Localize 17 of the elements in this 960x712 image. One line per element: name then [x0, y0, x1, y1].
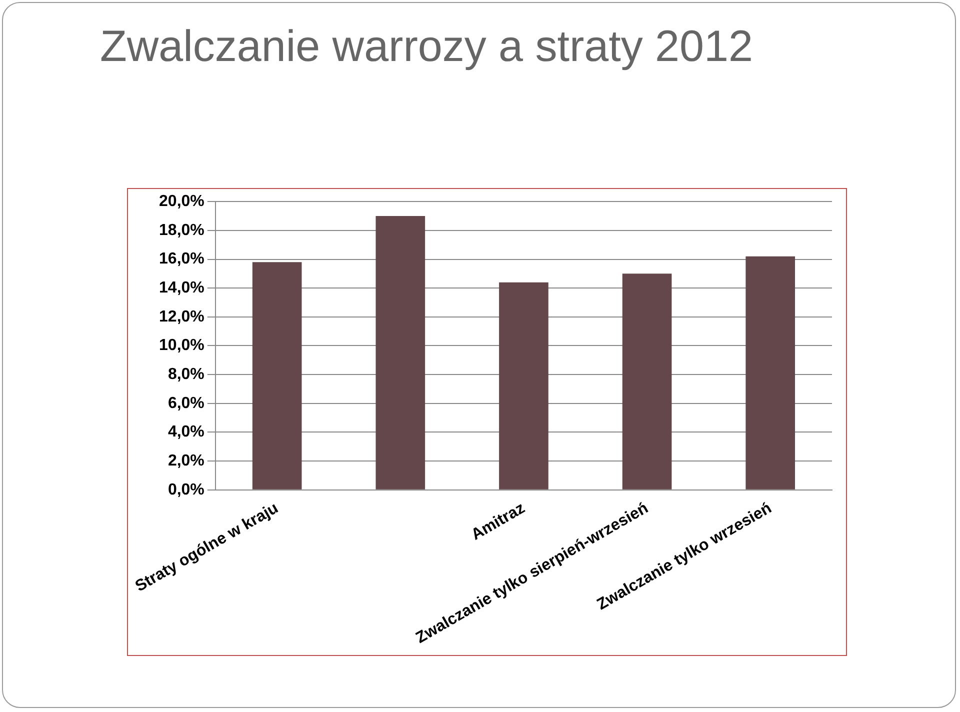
y-tick-label: 10,0% — [159, 337, 204, 354]
y-tick-label: 6,0% — [168, 394, 204, 412]
y-tick-label: 18,0% — [159, 222, 204, 239]
bar — [622, 274, 672, 490]
y-tick-label: 4,0% — [168, 424, 204, 441]
y-tick-label: 8,0% — [168, 366, 204, 383]
y-tick-label: 14,0% — [159, 279, 204, 296]
y-tick-label: 2,0% — [168, 452, 204, 470]
y-tick-label: 16,0% — [159, 250, 204, 268]
bar — [252, 262, 302, 490]
bar — [746, 256, 796, 490]
y-tick-label: 12,0% — [159, 308, 204, 326]
y-tick-label: 20,0% — [159, 193, 204, 210]
bar — [499, 282, 548, 490]
chart-title: Zwalczanie warrozy a straty 2012 — [100, 22, 754, 72]
bar — [376, 216, 426, 490]
y-tick-label: 0,0% — [168, 481, 204, 498]
